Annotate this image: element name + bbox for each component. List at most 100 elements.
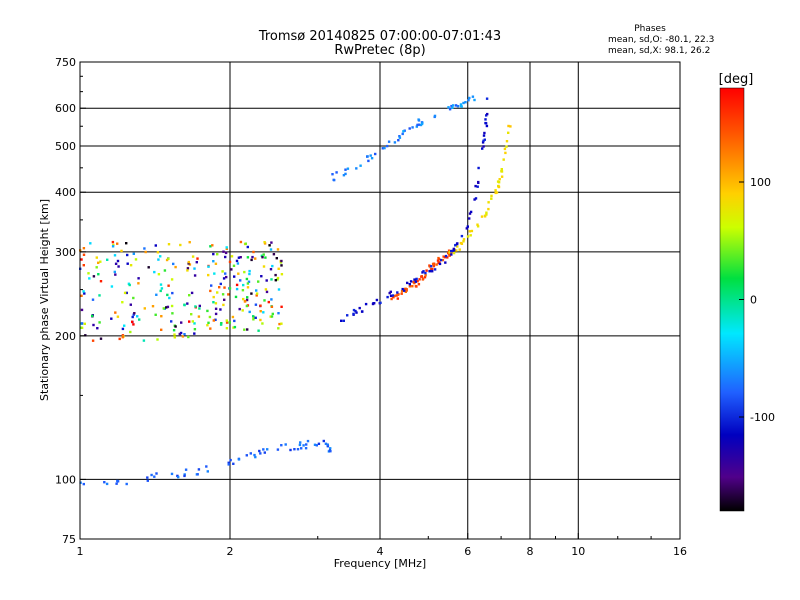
data-point: [168, 296, 171, 300]
data-point: [80, 294, 83, 297]
data-point: [116, 259, 120, 263]
data-point: [417, 283, 421, 286]
data-point: [254, 257, 257, 260]
data-point: [400, 292, 403, 295]
data-point: [218, 286, 221, 289]
data-point: [456, 245, 459, 248]
data-point: [490, 197, 493, 200]
data-point: [502, 158, 505, 161]
data-point: [396, 297, 399, 300]
data-point: [444, 254, 448, 258]
data-point: [235, 283, 239, 287]
data-point: [324, 442, 328, 445]
data-point: [277, 288, 281, 291]
data-point: [113, 254, 117, 257]
data-point: [91, 339, 95, 342]
data-point: [243, 300, 247, 303]
data-point: [487, 201, 490, 204]
data-point: [144, 250, 147, 254]
data-point: [387, 140, 391, 143]
data-point: [222, 250, 225, 253]
data-point: [429, 267, 433, 271]
data-point: [255, 289, 258, 292]
data-point: [393, 141, 397, 144]
data-point: [473, 198, 476, 201]
data-point: [490, 194, 493, 198]
data-point: [262, 265, 266, 268]
data-point: [474, 184, 477, 188]
data-point: [190, 291, 194, 295]
data-point: [184, 468, 188, 471]
data-point: [329, 447, 332, 450]
data-point: [379, 301, 382, 304]
data-point: [270, 241, 273, 244]
data-point: [416, 123, 419, 127]
data-point: [214, 262, 218, 265]
data-point: [235, 259, 239, 263]
data-point: [198, 304, 201, 308]
data-point: [269, 248, 273, 251]
data-point: [335, 171, 338, 174]
data-point: [329, 450, 332, 453]
data-point: [431, 270, 434, 273]
data-point: [99, 260, 102, 263]
data-point: [277, 312, 280, 315]
data-point: [163, 269, 167, 272]
data-point: [114, 311, 117, 314]
data-point: [225, 327, 229, 330]
data-point: [272, 253, 276, 256]
data-point: [270, 315, 274, 318]
data-point: [485, 124, 489, 128]
data-point: [116, 315, 120, 318]
data-point: [436, 259, 440, 262]
data-point: [494, 189, 497, 192]
data-point: [484, 118, 487, 121]
data-point: [359, 164, 362, 167]
data-point: [450, 250, 453, 253]
y-axis-label: Stationary phase Virtual Height [km]: [38, 199, 51, 401]
data-point: [280, 259, 283, 263]
data-point: [239, 256, 242, 259]
data-point: [408, 285, 412, 288]
data-point: [241, 309, 244, 312]
data-point: [88, 277, 91, 280]
data-point: [403, 129, 406, 132]
data-point: [447, 106, 450, 109]
data-point: [483, 131, 486, 135]
data-point: [360, 310, 364, 313]
data-point: [238, 307, 241, 311]
data-point: [143, 307, 146, 310]
data-point: [219, 323, 223, 326]
data-point: [274, 273, 277, 277]
data-point: [278, 322, 281, 326]
data-point: [500, 170, 504, 173]
data-point: [80, 258, 83, 261]
data-point: [248, 310, 251, 314]
data-point: [460, 242, 464, 245]
data-point: [414, 280, 417, 283]
data-point: [156, 338, 159, 341]
data-point: [346, 314, 349, 317]
data-point: [232, 326, 235, 329]
data-point: [322, 439, 325, 443]
data-point: [393, 294, 396, 298]
data-point: [228, 287, 232, 290]
data-point: [280, 444, 283, 447]
data-point: [207, 265, 210, 268]
data-point: [269, 315, 272, 318]
data-point: [418, 278, 421, 281]
data-point: [267, 300, 270, 304]
data-point: [239, 279, 242, 282]
data-point: [284, 443, 287, 446]
data-point: [277, 267, 280, 270]
data-point: [224, 251, 228, 255]
data-point: [165, 306, 168, 309]
data-point: [482, 145, 485, 148]
data-point: [170, 472, 174, 476]
data-point: [331, 173, 334, 176]
data-point: [402, 130, 405, 133]
data-point: [132, 323, 135, 326]
data-point: [207, 321, 210, 324]
data-point: [485, 114, 488, 117]
data-point: [160, 328, 163, 331]
